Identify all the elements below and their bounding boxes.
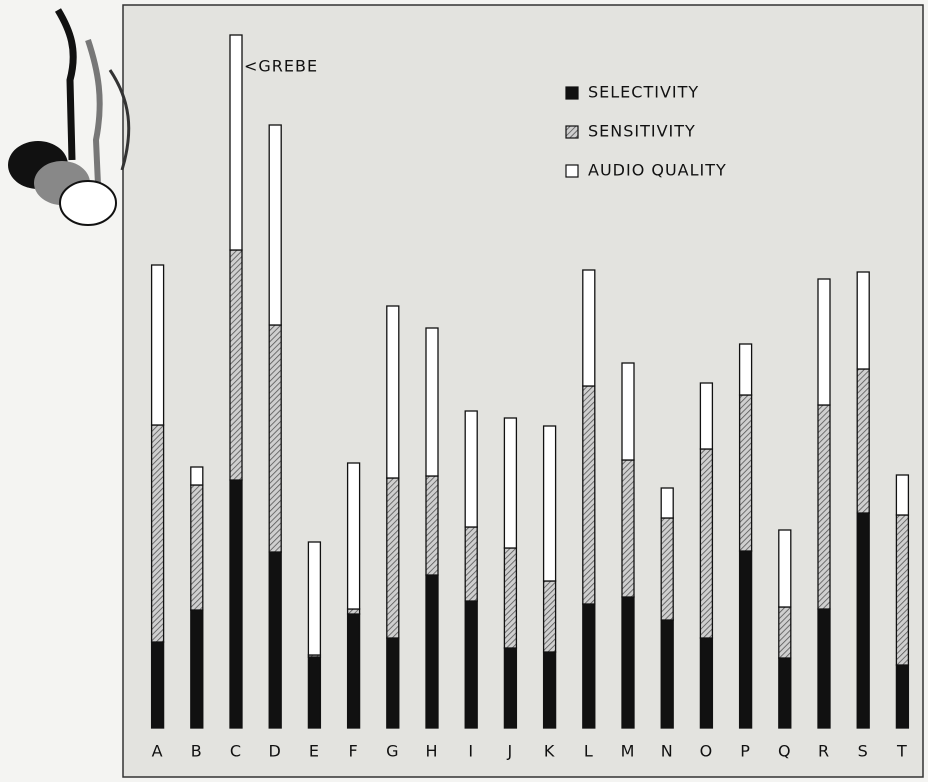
bar-segment bbox=[425, 327, 439, 477]
bar-segment bbox=[778, 529, 792, 608]
bar-segment bbox=[268, 124, 282, 326]
bar-segment bbox=[817, 278, 831, 406]
bar-segment bbox=[229, 249, 243, 481]
x-tick-label: Q bbox=[778, 742, 792, 761]
x-tick-label: D bbox=[269, 742, 282, 761]
annotation: <GREBE bbox=[244, 57, 318, 76]
x-tick-label: F bbox=[348, 742, 358, 761]
legend-swatch bbox=[565, 86, 579, 100]
bar-segment bbox=[582, 385, 596, 605]
bar-segment bbox=[621, 362, 635, 461]
x-tick-label: I bbox=[468, 742, 474, 761]
x-tick-label: G bbox=[386, 742, 399, 761]
bar-segment bbox=[660, 517, 674, 621]
bar-segment bbox=[817, 404, 831, 610]
bar-segment bbox=[268, 324, 282, 553]
x-tick-label: H bbox=[425, 742, 438, 761]
legend-label: SELECTIVITY bbox=[588, 83, 699, 102]
bar-segment bbox=[856, 368, 870, 514]
bar-segment bbox=[425, 574, 439, 729]
bar-segment bbox=[778, 657, 792, 729]
bar-segment bbox=[386, 637, 400, 729]
bar-segment bbox=[150, 641, 165, 729]
bar-segment bbox=[503, 417, 518, 549]
x-tick-label: P bbox=[740, 742, 751, 761]
legend-label: AUDIO QUALITY bbox=[588, 161, 727, 180]
bar-segment bbox=[738, 550, 753, 729]
x-tick-label: B bbox=[191, 742, 203, 761]
bar-segment bbox=[582, 603, 596, 729]
bar-segment bbox=[778, 606, 792, 659]
x-tick-label: N bbox=[661, 742, 674, 761]
music-note-decoration bbox=[8, 8, 131, 226]
bar-segment bbox=[425, 475, 439, 576]
bar-segment bbox=[190, 609, 204, 729]
bar-segment bbox=[699, 637, 714, 729]
bar-segment bbox=[386, 305, 400, 479]
legend-swatch bbox=[565, 125, 579, 139]
bar-segment bbox=[895, 514, 910, 666]
bar-segment bbox=[190, 466, 204, 486]
bar-segment bbox=[307, 656, 322, 729]
x-tick-label: E bbox=[309, 742, 320, 761]
bar-segment bbox=[464, 410, 478, 528]
legend-label: SENSITIVITY bbox=[588, 122, 696, 141]
x-tick-label: O bbox=[700, 742, 714, 761]
x-tick-label: K bbox=[544, 742, 556, 761]
bar-segment bbox=[856, 271, 870, 370]
bar-segment bbox=[895, 474, 910, 516]
bar-segment bbox=[346, 462, 361, 610]
bar-segment bbox=[190, 484, 204, 611]
bar-segment bbox=[346, 613, 361, 729]
bar-segment bbox=[150, 264, 165, 426]
bar-segment bbox=[817, 608, 831, 729]
legend-swatch bbox=[565, 164, 579, 178]
x-tick-label: C bbox=[230, 742, 242, 761]
bar-segment bbox=[582, 269, 596, 387]
bar-segment bbox=[464, 526, 478, 602]
bar-segment bbox=[856, 512, 870, 729]
x-tick-label: S bbox=[858, 742, 869, 761]
bar-segment bbox=[346, 608, 361, 615]
bar-segment bbox=[660, 619, 674, 729]
bar-segment bbox=[621, 596, 635, 729]
bar-segment bbox=[464, 600, 478, 729]
bar-segment bbox=[542, 580, 557, 653]
bar-segment bbox=[542, 651, 557, 729]
x-tick-label: M bbox=[621, 742, 636, 761]
bar-segment bbox=[542, 425, 557, 582]
bar-segment bbox=[621, 459, 635, 598]
bar-segment bbox=[229, 479, 243, 729]
bar-segment bbox=[738, 343, 753, 396]
bar-segment bbox=[229, 34, 243, 251]
plot-frame bbox=[122, 4, 924, 778]
bar-segment bbox=[660, 487, 674, 519]
x-tick-label: T bbox=[896, 742, 908, 761]
bar-segment bbox=[895, 664, 910, 729]
x-tick-label: R bbox=[818, 742, 830, 761]
bar-segment bbox=[386, 477, 400, 639]
bar-segment bbox=[503, 547, 518, 649]
x-tick-label: L bbox=[584, 742, 594, 761]
bar-segment bbox=[699, 382, 714, 450]
bar-segment bbox=[150, 424, 165, 643]
bar-segment bbox=[268, 551, 282, 729]
bar-segment bbox=[503, 647, 518, 729]
x-tick-label: J bbox=[507, 742, 514, 761]
bar-segment bbox=[307, 541, 322, 656]
x-tick-label: A bbox=[152, 742, 164, 761]
bar-segment bbox=[738, 394, 753, 552]
bar-segment bbox=[699, 448, 714, 639]
